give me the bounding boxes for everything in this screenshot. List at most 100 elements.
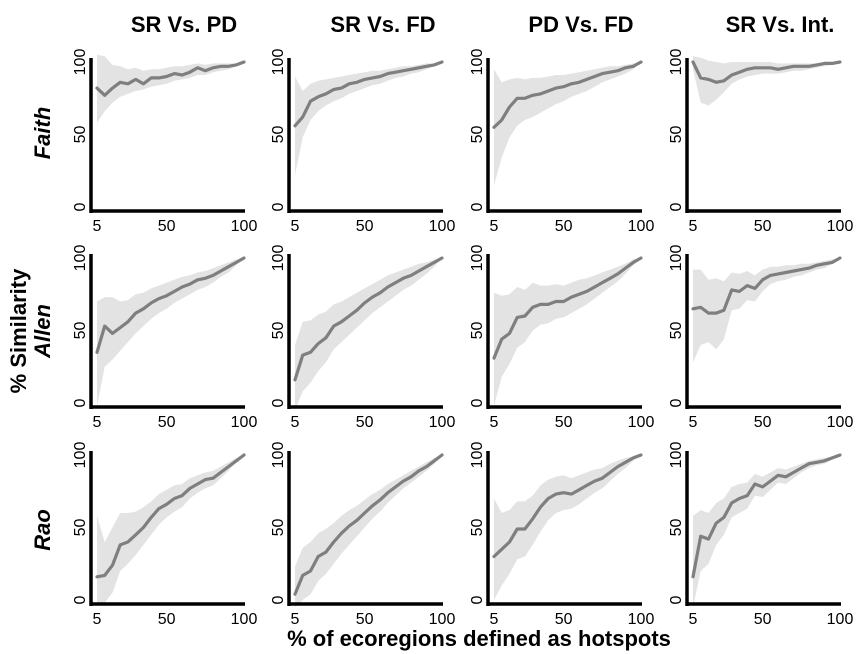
y-tick-label: 50 <box>72 519 89 537</box>
y-tick-label: 0 <box>668 398 685 407</box>
x-tick-label: 5 <box>689 611 698 628</box>
column-title-sr-vs-int: SR Vs. Int. <box>726 12 835 37</box>
column-title-pd-vs-fd: PD Vs. FD <box>528 12 633 37</box>
y-tick-label: 100 <box>668 49 685 76</box>
mean-line <box>293 256 444 382</box>
y-tick-label: 100 <box>668 245 685 272</box>
x-tick-label: 100 <box>231 414 258 431</box>
x-tick-label: 5 <box>93 611 102 628</box>
x-tick-label: 5 <box>93 414 102 431</box>
x-tick-label: 50 <box>555 611 573 628</box>
panel-faith-sr-vs-pd: 0 50 100 5 50 100 <box>72 49 257 235</box>
confidence-band <box>693 258 840 363</box>
x-tick-label: 50 <box>754 218 772 235</box>
mean-line <box>293 60 444 128</box>
y-tick-label: 50 <box>72 126 89 144</box>
x-tick-label: 50 <box>356 414 374 431</box>
y-tick-label: 50 <box>668 322 685 340</box>
x-tick-label: 100 <box>429 218 456 235</box>
y-tick-label: 100 <box>72 245 89 272</box>
y-tick-label: 50 <box>668 126 685 144</box>
mean-line <box>95 453 246 579</box>
mean-line <box>691 256 842 315</box>
y-tick-label: 50 <box>270 322 287 340</box>
y-tick-label: 100 <box>270 245 287 272</box>
y-tick-label: 50 <box>72 322 89 340</box>
mean-line <box>95 60 246 97</box>
panel-rao-pd-vs-fd: 0 50 100 5 50 100 <box>469 442 654 628</box>
x-tick-label: 100 <box>429 611 456 628</box>
y-tick-label: 0 <box>270 202 287 211</box>
x-tick-label: 5 <box>291 414 300 431</box>
y-tick-label: 50 <box>270 519 287 537</box>
row-labels: Faith Allen Rao <box>30 107 55 551</box>
column-title-sr-vs-pd: SR Vs. PD <box>131 12 237 37</box>
y-axis-label: % Similarity <box>6 268 31 393</box>
y-tick-label: 50 <box>469 126 486 144</box>
x-tick-label: 100 <box>628 218 655 235</box>
y-tick-label: 100 <box>270 442 287 469</box>
y-tick-label: 100 <box>469 442 486 469</box>
panel-allen-pd-vs-fd: 0 50 100 5 50 100 <box>469 245 654 431</box>
y-tick-label: 0 <box>72 202 89 211</box>
y-tick-label: 0 <box>668 595 685 604</box>
x-tick-label: 5 <box>291 218 300 235</box>
confidence-band <box>693 455 840 608</box>
x-tick-label: 50 <box>754 611 772 628</box>
confidence-band <box>494 455 641 600</box>
confidence-band <box>97 54 244 123</box>
mean-line <box>492 256 643 360</box>
y-tick-label: 0 <box>469 595 486 604</box>
mean-line <box>492 453 643 559</box>
panel-rao-sr-vs-int: 0 50 100 5 50 100 <box>668 442 853 628</box>
y-tick-label: 100 <box>469 49 486 76</box>
x-tick-label: 5 <box>490 218 499 235</box>
y-tick-label: 0 <box>270 595 287 604</box>
column-title-sr-vs-fd: SR Vs. FD <box>330 12 435 37</box>
x-tick-label: 50 <box>754 414 772 431</box>
x-tick-label: 100 <box>231 218 258 235</box>
mean-line <box>691 453 842 579</box>
mean-line <box>691 60 842 84</box>
panel-faith-pd-vs-fd: 0 50 100 5 50 100 <box>469 49 654 235</box>
mean-line <box>95 256 246 354</box>
panel-faith-sr-vs-int: 0 50 100 5 50 100 <box>668 49 853 235</box>
x-tick-label: 100 <box>231 611 258 628</box>
x-tick-label: 50 <box>555 414 573 431</box>
panel-rao-sr-vs-fd: 0 50 100 5 50 100 <box>270 442 455 628</box>
x-tick-label: 50 <box>356 218 374 235</box>
x-tick-label: 5 <box>490 414 499 431</box>
y-tick-label: 0 <box>270 398 287 407</box>
x-tick-label: 100 <box>628 611 655 628</box>
x-tick-label: 50 <box>158 611 176 628</box>
row-label-allen: Allen <box>30 304 55 359</box>
column-titles: SR Vs. PD SR Vs. FD PD Vs. FD SR Vs. Int… <box>131 12 835 37</box>
y-tick-label: 100 <box>668 442 685 469</box>
confidence-band <box>97 455 244 603</box>
y-tick-label: 0 <box>469 202 486 211</box>
confidence-band <box>693 56 840 106</box>
x-tick-label: 100 <box>429 414 456 431</box>
y-tick-label: 0 <box>72 595 89 604</box>
y-tick-label: 100 <box>72 49 89 76</box>
x-tick-label: 5 <box>490 611 499 628</box>
y-tick-label: 50 <box>668 519 685 537</box>
x-tick-label: 100 <box>827 611 854 628</box>
y-tick-label: 50 <box>469 322 486 340</box>
y-tick-label: 0 <box>72 398 89 407</box>
y-tick-label: 0 <box>668 202 685 211</box>
mean-line <box>293 453 444 596</box>
panel-allen-sr-vs-pd: 0 50 100 5 50 100 <box>72 245 257 431</box>
x-tick-label: 100 <box>628 414 655 431</box>
x-tick-label: 5 <box>291 611 300 628</box>
x-tick-label: 100 <box>827 218 854 235</box>
x-axis-label: % of ecoregions defined as hotspots <box>287 626 671 651</box>
y-tick-label: 0 <box>469 398 486 407</box>
x-tick-label: 5 <box>689 218 698 235</box>
confidence-band <box>97 258 244 406</box>
x-tick-label: 50 <box>356 611 374 628</box>
panel-faith-sr-vs-fd: 0 50 100 5 50 100 <box>270 49 455 235</box>
x-tick-label: 50 <box>158 414 176 431</box>
